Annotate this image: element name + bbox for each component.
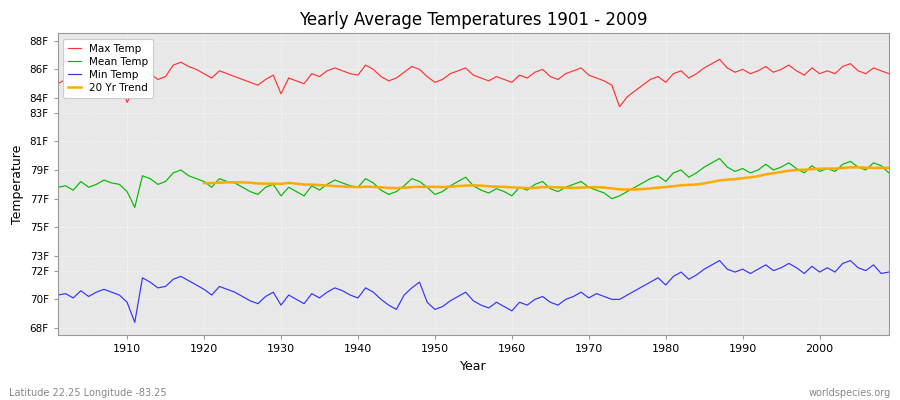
20 Yr Trend [622,187,633,192]
Text: worldspecies.org: worldspecies.org [809,388,891,398]
Max Temp [598,78,609,83]
Mean Temp [52,185,63,190]
Max Temp [884,71,895,76]
20 Yr Trend [884,166,895,170]
Mean Temp [514,185,525,190]
Min Temp [607,297,617,302]
Min Temp [291,297,302,302]
Mean Temp [291,189,302,194]
Max Temp [284,76,294,80]
Min Temp [507,308,517,313]
X-axis label: Year: Year [460,360,487,373]
Max Temp [715,57,725,62]
Min Temp [884,270,895,274]
Min Temp [130,320,140,325]
20 Yr Trend [199,181,210,186]
Line: 20 Yr Trend: 20 Yr Trend [204,167,889,190]
Min Temp [52,293,63,298]
Max Temp [114,74,125,79]
Max Temp [499,77,509,82]
20 Yr Trend [852,165,863,170]
Mean Temp [715,156,725,161]
Mean Temp [607,196,617,201]
Line: Max Temp: Max Temp [58,59,889,107]
Mean Temp [338,180,348,185]
Mean Temp [130,205,140,210]
20 Yr Trend [791,168,802,172]
Title: Yearly Average Temperatures 1901 - 2009: Yearly Average Temperatures 1901 - 2009 [299,11,648,29]
Max Temp [507,80,517,85]
Legend: Max Temp, Mean Temp, Min Temp, 20 Yr Trend: Max Temp, Mean Temp, Min Temp, 20 Yr Tre… [63,39,153,98]
Mean Temp [884,170,895,175]
Max Temp [614,104,625,109]
20 Yr Trend [868,166,879,170]
20 Yr Trend [407,185,418,190]
20 Yr Trend [683,182,694,187]
Text: Latitude 22.25 Longitude -83.25: Latitude 22.25 Longitude -83.25 [9,388,166,398]
Max Temp [52,81,63,86]
Mean Temp [114,182,125,187]
Max Temp [329,66,340,70]
Line: Min Temp: Min Temp [58,260,889,322]
Min Temp [338,288,348,293]
20 Yr Trend [291,181,302,186]
20 Yr Trend [776,170,787,174]
Min Temp [715,258,725,263]
Min Temp [114,293,125,298]
Min Temp [514,300,525,305]
Y-axis label: Temperature: Temperature [11,145,24,224]
Line: Mean Temp: Mean Temp [58,158,889,207]
Mean Temp [507,194,517,198]
